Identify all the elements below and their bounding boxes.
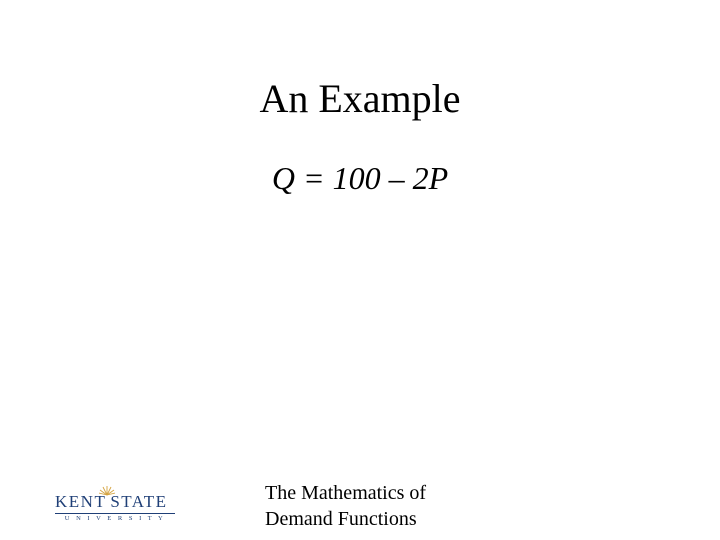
logo-sub-text: U N I V E R S I T Y <box>55 513 175 522</box>
logo-burst-icon <box>99 484 115 496</box>
footer-line-2: Demand Functions <box>265 506 426 532</box>
footer-line-1: The Mathematics of <box>265 480 426 506</box>
slide-title: An Example <box>0 75 720 122</box>
kent-state-logo: KENT STATE U N I V E R S I T Y <box>55 492 175 522</box>
slide: An Example Q = 100 – 2P KENT STATE U N I… <box>0 0 720 540</box>
logo-main-text: KENT STATE <box>55 492 175 512</box>
footer-text: The Mathematics of Demand Functions <box>265 480 426 532</box>
slide-equation: Q = 100 – 2P <box>0 160 720 197</box>
logo-state: STATE <box>110 492 167 512</box>
